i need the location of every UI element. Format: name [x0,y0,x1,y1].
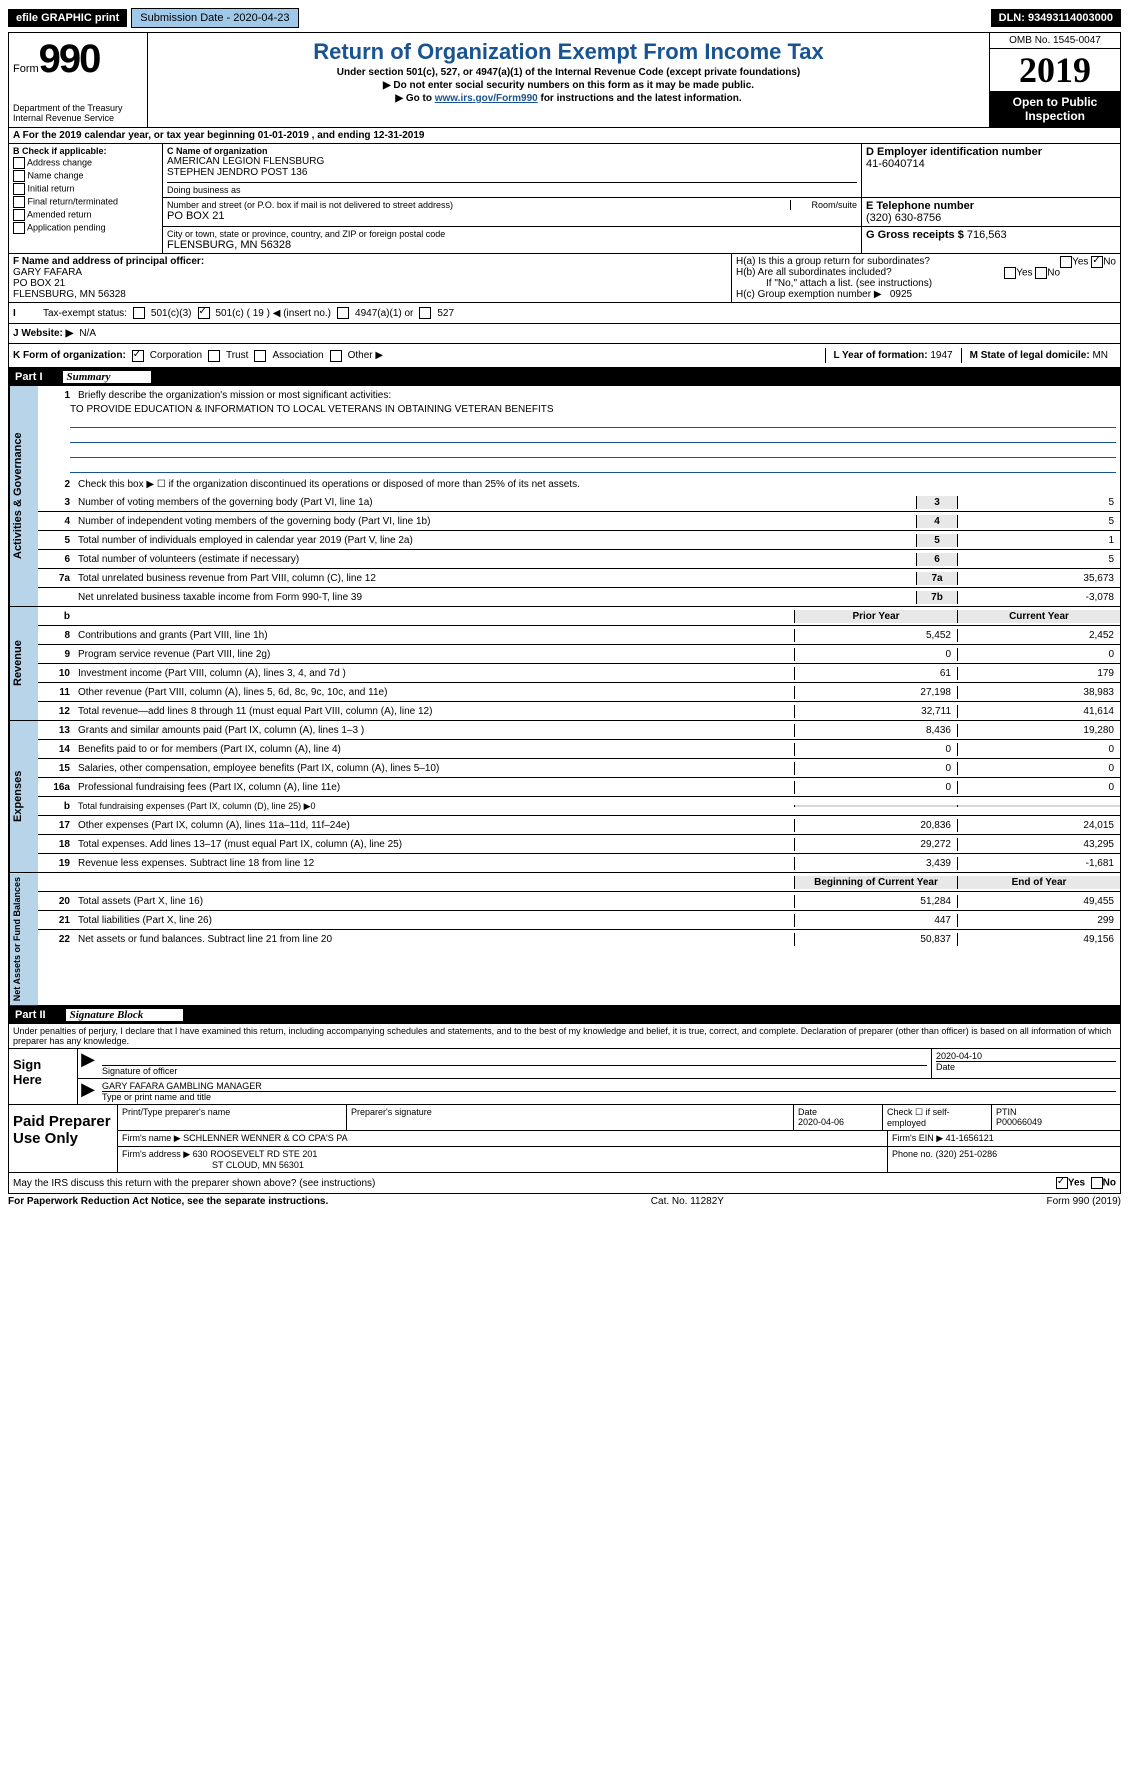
row-i-tax-status: I Tax-exempt status: 501(c)(3) 501(c) ( … [8,303,1121,324]
dln: DLN: 93493114003000 [991,9,1121,27]
box-g-gross: G Gross receipts $ 716,563 [862,227,1120,253]
open-public: Open to Public Inspection [990,91,1120,127]
revenue-section: Revenue bPrior YearCurrent Year 8Contrib… [8,607,1121,721]
box-f-officer: F Name and address of principal officer:… [9,254,732,302]
paid-preparer-section: Paid Preparer Use Only Print/Type prepar… [8,1105,1121,1173]
sign-date: 2020-04-10Date [931,1049,1120,1078]
row-a-tax-year: A For the 2019 calendar year, or tax yea… [8,128,1121,144]
header-sub3: ▶ Go to www.irs.gov/Form990 for instruct… [156,93,981,104]
table-row: 19Revenue less expenses. Subtract line 1… [38,854,1120,872]
section-bcd: B Check if applicable: Address change Na… [8,144,1121,254]
irs-link[interactable]: www.irs.gov/Form990 [435,93,538,104]
header-sub2: ▶ Do not enter social security numbers o… [156,80,981,91]
table-row: 14Benefits paid to or for members (Part … [38,740,1120,759]
activities-governance: Activities & Governance 1Briefly describ… [8,386,1121,607]
line4-val: 5 [957,515,1120,528]
page-footer: For Paperwork Reduction Act Notice, see … [8,1194,1121,1209]
submission-date: Submission Date - 2020-04-23 [131,8,298,28]
address-street: Number and street (or P.O. box if mail i… [163,198,862,226]
table-row: 22Net assets or fund balances. Subtract … [38,930,1120,948]
table-row: 16aProfessional fundraising fees (Part I… [38,778,1120,797]
check-final[interactable]: Final return/terminated [13,196,158,208]
box-e-phone: E Telephone number (320) 630-8756 [862,198,1120,226]
table-row: 13Grants and similar amounts paid (Part … [38,721,1120,740]
part-2-header: Part II Signature Block [8,1006,1121,1024]
check-name[interactable]: Name change [13,170,158,182]
box-d-ein: D Employer identification number 41-6040… [862,144,1120,197]
line7a-val: 35,673 [957,572,1120,585]
mission-text: TO PROVIDE EDUCATION & INFORMATION TO LO… [38,404,1120,415]
form-number: Form990 [13,37,143,82]
header-sub1: Under section 501(c), 527, or 4947(a)(1)… [156,67,981,78]
row-k-form-org: K Form of organization: Corporation Trus… [8,344,1121,368]
line7b-val: -3,078 [957,591,1120,604]
box-h-group: H(a) Is this a group return for subordin… [732,254,1120,302]
discuss-row: May the IRS discuss this return with the… [8,1173,1121,1194]
top-bar: efile GRAPHIC print Submission Date - 20… [8,8,1121,28]
form-title: Return of Organization Exempt From Incom… [156,39,981,65]
net-assets-section: Net Assets or Fund Balances Beginning of… [8,873,1121,1006]
address-city: City or town, state or province, country… [163,227,862,253]
efile-button[interactable]: efile GRAPHIC print [8,9,127,27]
table-row: 10Investment income (Part VIII, column (… [38,664,1120,683]
sign-here-section: Sign Here ▶ Signature of officer 2020-04… [8,1049,1121,1105]
omb-number: OMB No. 1545-0047 [990,33,1120,49]
penalties-text: Under penalties of perjury, I declare th… [8,1024,1121,1049]
dept-label: Department of the Treasury Internal Reve… [13,103,143,123]
table-row: 20Total assets (Part X, line 16)51,28449… [38,892,1120,911]
officer-signature[interactable]: Signature of officer [98,1049,931,1078]
table-row: 18Total expenses. Add lines 13–17 (must … [38,835,1120,854]
part-1-header: Part I Summary [8,368,1121,386]
check-amended[interactable]: Amended return [13,209,158,221]
line6-val: 5 [957,553,1120,566]
table-row: 8Contributions and grants (Part VIII, li… [38,626,1120,645]
line3-val: 5 [957,496,1120,509]
tax-year: 2019 [990,49,1120,91]
expenses-section: Expenses 13Grants and similar amounts pa… [8,721,1121,873]
check-application[interactable]: Application pending [13,222,158,234]
check-address[interactable]: Address change [13,157,158,169]
table-row: 11Other revenue (Part VIII, column (A), … [38,683,1120,702]
section-fgh: F Name and address of principal officer:… [8,254,1121,303]
table-row: 9Program service revenue (Part VIII, lin… [38,645,1120,664]
table-row: 15Salaries, other compensation, employee… [38,759,1120,778]
box-b-checkboxes: B Check if applicable: Address change Na… [9,144,163,253]
form-header: Form990 Department of the Treasury Inter… [8,32,1121,128]
box-c-name: C Name of organization AMERICAN LEGION F… [163,144,862,197]
officer-name: GARY FAFARA GAMBLING MANAGERType or prin… [98,1079,1120,1104]
table-row: 17Other expenses (Part IX, column (A), l… [38,816,1120,835]
line5-val: 1 [957,534,1120,547]
table-row: 12Total revenue—add lines 8 through 11 (… [38,702,1120,720]
table-row: 21Total liabilities (Part X, line 26)447… [38,911,1120,930]
row-j-website: J Website: ▶ N/A [8,324,1121,344]
check-initial[interactable]: Initial return [13,183,158,195]
